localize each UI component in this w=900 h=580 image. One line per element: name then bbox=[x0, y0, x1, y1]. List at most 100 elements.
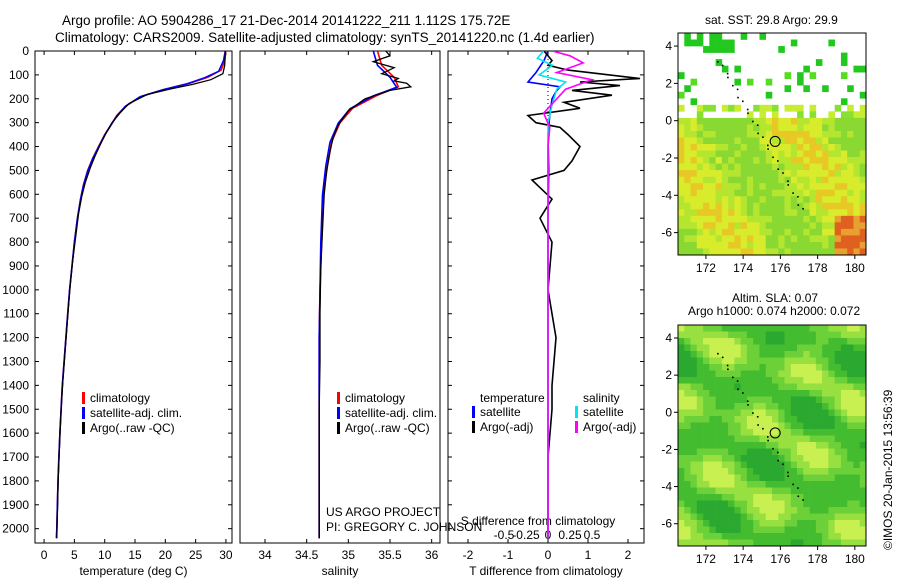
map-cell bbox=[815, 130, 823, 138]
map-cell bbox=[759, 409, 767, 417]
map-cell bbox=[859, 124, 867, 132]
map-cell bbox=[715, 442, 723, 449]
map-cell bbox=[765, 248, 773, 256]
map-cell bbox=[815, 474, 823, 482]
map-cell bbox=[853, 183, 861, 191]
map-cell bbox=[778, 390, 785, 397]
map-cell bbox=[772, 189, 779, 197]
map-cell bbox=[721, 46, 729, 53]
map-cell bbox=[815, 370, 823, 378]
y-tick-label: 1100 bbox=[3, 307, 29, 321]
x-tick-label: 176 bbox=[770, 552, 790, 566]
map-cell bbox=[690, 383, 698, 391]
island-dot bbox=[767, 144, 769, 147]
map-cell bbox=[853, 442, 861, 449]
map-cell bbox=[809, 390, 817, 397]
map-cell bbox=[740, 235, 748, 243]
map-cell bbox=[809, 370, 817, 378]
map-cell bbox=[815, 500, 823, 508]
map-cell bbox=[772, 500, 779, 508]
map-cell bbox=[797, 163, 804, 171]
map-cell bbox=[740, 137, 748, 145]
map-cell bbox=[822, 170, 829, 177]
map-cell bbox=[728, 39, 735, 47]
map-cell bbox=[847, 409, 854, 417]
map-cell bbox=[803, 222, 810, 230]
map-cell bbox=[715, 163, 723, 171]
map-cell bbox=[784, 209, 792, 217]
map-cell bbox=[684, 409, 691, 417]
map-cell bbox=[828, 338, 835, 345]
map-cell bbox=[778, 241, 785, 249]
map-cell bbox=[678, 176, 685, 184]
map-cell bbox=[684, 248, 691, 256]
map-cell bbox=[678, 468, 685, 475]
map-cell bbox=[684, 209, 691, 217]
island-dot bbox=[746, 400, 749, 402]
map-cell bbox=[797, 248, 804, 256]
map-cell bbox=[703, 481, 710, 488]
map-cell bbox=[847, 526, 854, 534]
map-cell bbox=[840, 533, 848, 540]
map-cell bbox=[684, 157, 691, 164]
map-cell bbox=[797, 241, 804, 249]
map-cell bbox=[809, 72, 817, 80]
map-cell bbox=[690, 176, 698, 184]
map-cell bbox=[847, 377, 854, 384]
map-cell bbox=[828, 170, 835, 177]
map-cell bbox=[759, 448, 767, 456]
map-cell bbox=[853, 383, 861, 391]
map-cell bbox=[803, 383, 810, 391]
map-cell bbox=[822, 183, 829, 191]
map-cell bbox=[709, 533, 716, 540]
map-cell bbox=[809, 150, 817, 158]
map-cell bbox=[759, 222, 767, 230]
y-tick-label: 0 bbox=[665, 405, 672, 419]
map-cell bbox=[753, 137, 760, 145]
map-cell bbox=[746, 338, 754, 345]
map-cell bbox=[684, 144, 691, 151]
map-cell bbox=[696, 526, 704, 534]
map-cell bbox=[746, 137, 754, 145]
map-cell bbox=[709, 390, 716, 397]
map-cell bbox=[784, 176, 792, 184]
x-tick-label: 0 bbox=[545, 548, 552, 562]
map-cell bbox=[803, 364, 810, 371]
x-tick-label: 176 bbox=[770, 261, 790, 275]
map-cell bbox=[728, 357, 735, 365]
map-cell bbox=[684, 241, 691, 249]
map-cell bbox=[809, 176, 817, 184]
map-cell bbox=[696, 215, 704, 223]
map-cell bbox=[684, 150, 691, 158]
map-cell bbox=[759, 422, 767, 430]
map-cell bbox=[809, 189, 817, 197]
map-cell bbox=[834, 377, 842, 384]
map-cell bbox=[772, 416, 779, 423]
map-cell bbox=[690, 377, 698, 384]
map-cell bbox=[765, 377, 773, 384]
map-cell bbox=[746, 248, 754, 256]
legend-label: satellite-adj. clim. bbox=[345, 406, 437, 420]
map-cell bbox=[834, 533, 842, 540]
map-cell bbox=[809, 344, 817, 352]
map-cell bbox=[822, 189, 829, 197]
y-tick-label: 800 bbox=[9, 235, 29, 249]
map-cell bbox=[778, 325, 785, 332]
map-cell bbox=[696, 150, 704, 158]
legend-swatch bbox=[472, 421, 475, 433]
map-cell bbox=[790, 235, 798, 243]
map-cell bbox=[715, 448, 723, 456]
map-cell bbox=[678, 526, 685, 534]
map-cell bbox=[746, 176, 754, 184]
map-cell bbox=[815, 357, 823, 365]
map-cell bbox=[709, 351, 716, 358]
x-tick-label: 0 bbox=[41, 548, 48, 562]
map-cell bbox=[797, 364, 804, 371]
map-cell bbox=[765, 137, 773, 145]
map-cell bbox=[734, 338, 741, 345]
map-cell bbox=[721, 429, 729, 436]
y-tick-label: -4 bbox=[661, 480, 672, 494]
map-cell bbox=[703, 468, 710, 475]
map-cell bbox=[847, 364, 854, 371]
